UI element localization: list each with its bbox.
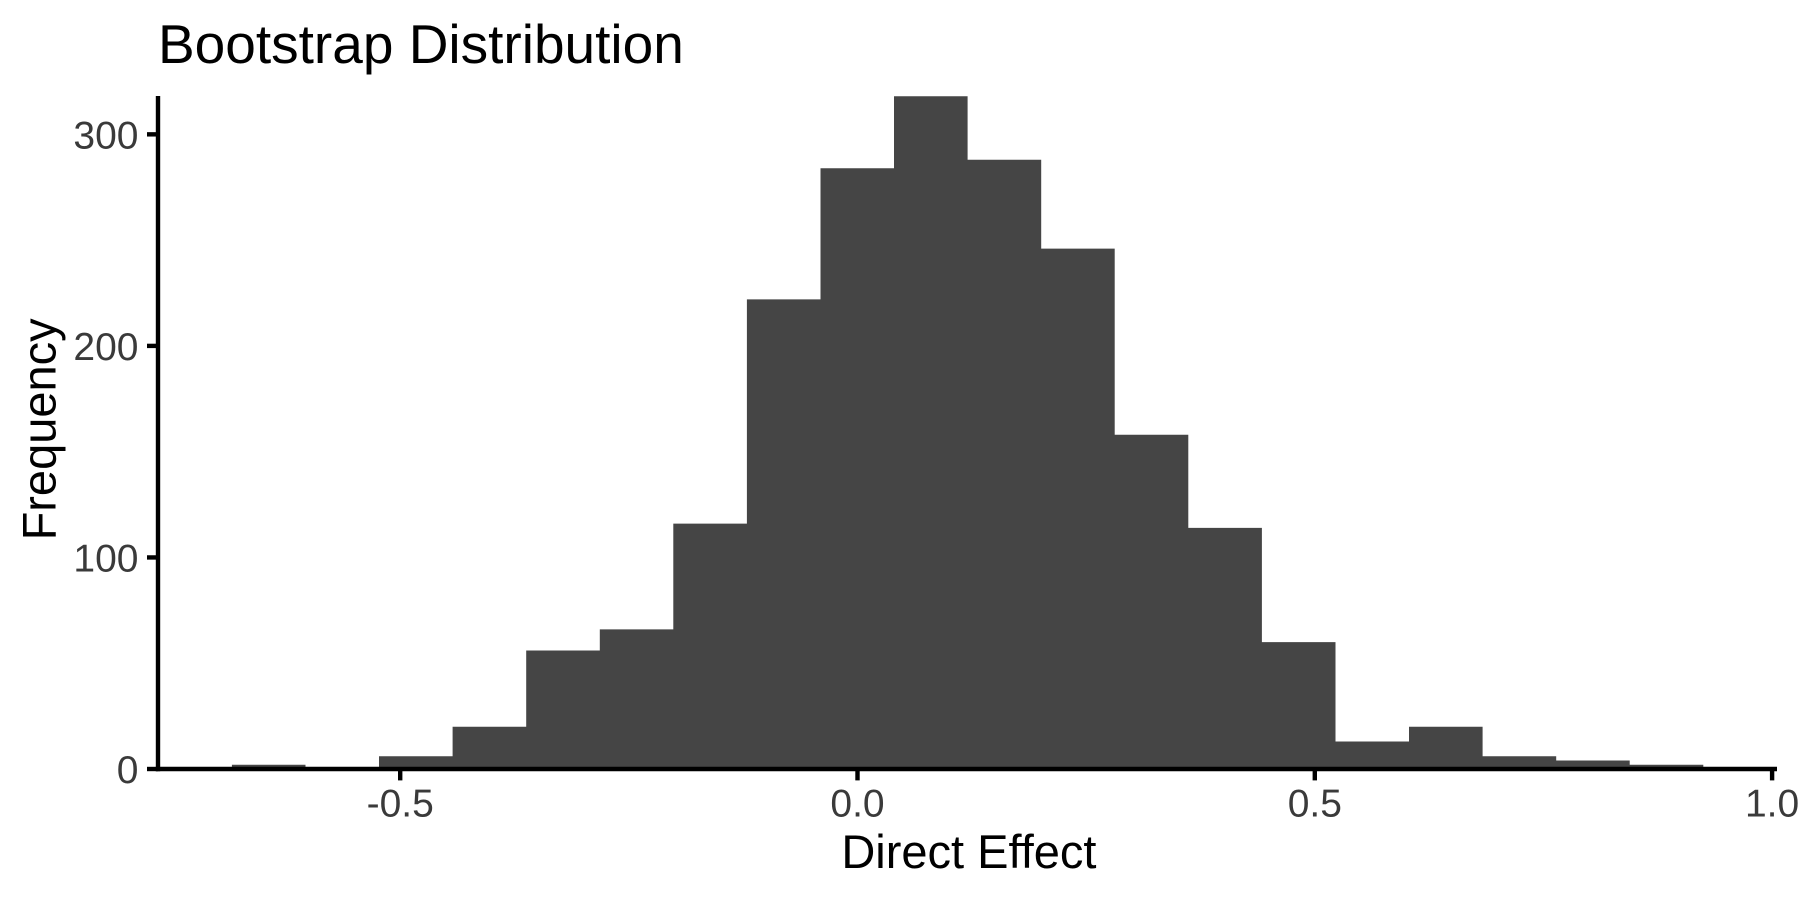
svg-text:0: 0 [117, 749, 139, 792]
svg-text:Direct Effect: Direct Effect [841, 825, 1096, 878]
svg-text:100: 100 [73, 538, 138, 581]
svg-text:1.0: 1.0 [1745, 782, 1799, 825]
svg-text:0.0: 0.0 [830, 782, 884, 825]
svg-text:0.5: 0.5 [1288, 782, 1342, 825]
svg-text:200: 200 [73, 326, 138, 369]
svg-text:300: 300 [73, 115, 138, 158]
svg-text:-0.5: -0.5 [367, 782, 434, 825]
svg-text:Frequency: Frequency [12, 318, 65, 541]
svg-text:Bootstrap Distribution: Bootstrap Distribution [158, 13, 684, 75]
